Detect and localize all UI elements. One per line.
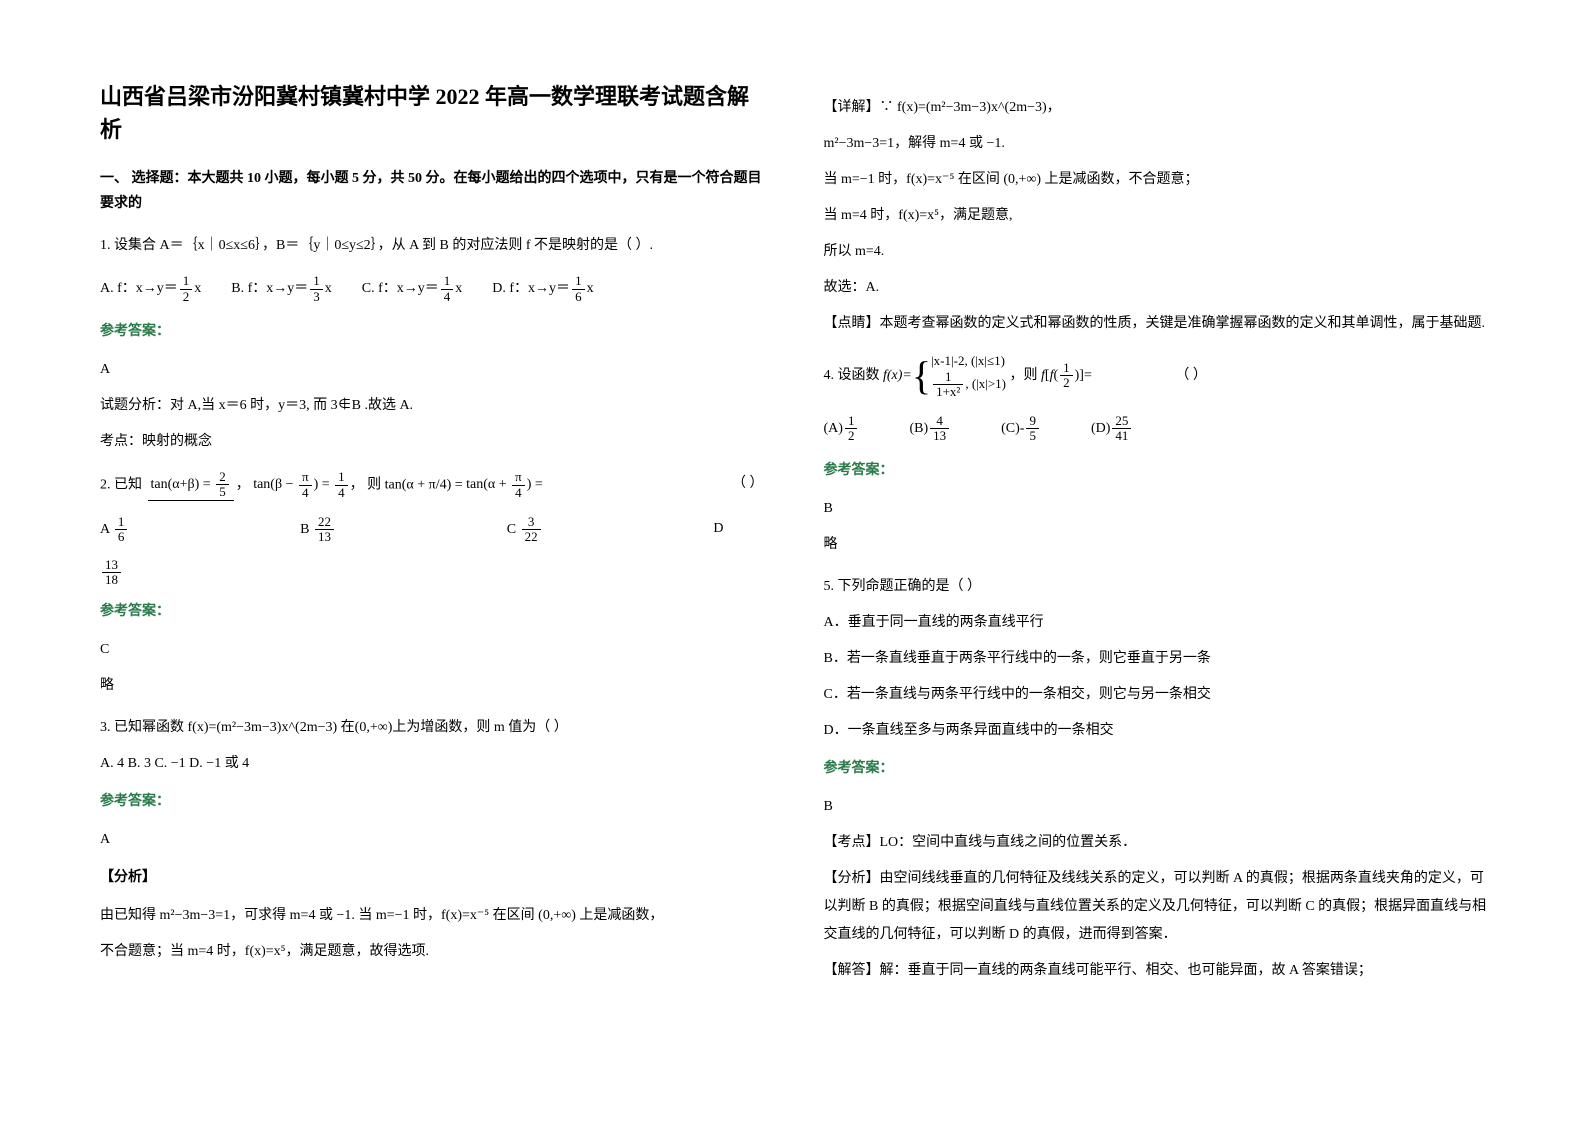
q3-tag2: 【详解】∵ f(x)=(m²−3m−3)x^(2m−3)，: [824, 94, 1488, 122]
q1-analysis2: 考点：映射的概念: [100, 428, 764, 456]
q2-options: A 16 B 2213 C 322 D: [100, 515, 764, 545]
q5-optA: A．垂直于同一直线的两条直线平行: [824, 609, 1488, 637]
q1-stem: 1. 设集合 A＝｛x｜0≤x≤6｝，B＝｛y｜0≤y≤2｝，从 A 到 B 的…: [100, 232, 764, 260]
q3-answer: A: [100, 826, 764, 854]
q2-optD: 1318: [100, 558, 764, 588]
q1-options: A. f：x→y＝12x B. f：x→y＝13x C. f：x→y＝14x D…: [100, 274, 764, 304]
q1-optB: B. f：x→y＝13x: [231, 274, 332, 304]
q2-answer: C: [100, 636, 764, 664]
question-3: 3. 已知幂函数 f(x)=(m²−3m−3)x^(2m−3) 在(0,+∞)上…: [100, 714, 764, 966]
q4-optC: (C)-95: [1001, 414, 1041, 444]
question-4: 4. 设函数 f(x)= { |x-1|-2, (|x|≤1) 11+x², (…: [824, 352, 1488, 559]
q3-tag3: 【点睛】本题考查幂函数的定义式和幂函数的性质，关键是准确掌握幂函数的定义和其单调…: [824, 310, 1488, 338]
q2-optD-label: D: [713, 515, 723, 543]
q3-opts: A. 4 B. 3 C. −1 D. −1 或 4: [100, 750, 764, 778]
q3-line4: 当 m=−1 时，f(x)=x⁻⁵ 在区间 (0,+∞) 上是减函数，不合题意；: [824, 166, 1488, 194]
q2-optA: A 16: [100, 515, 129, 545]
q5-optC: C．若一条直线与两条平行线中的一条相交，则它与另一条相交: [824, 681, 1488, 709]
q3-tag1: 【分析】: [100, 864, 764, 892]
q1-optA: A. f：x→y＝12x: [100, 274, 201, 304]
q5-optB: B．若一条直线垂直于两条平行线中的一条，则它垂直于另一条: [824, 645, 1488, 673]
q2-optC: C 322: [507, 515, 543, 545]
q4-answer: B: [824, 495, 1488, 523]
q5-answer-label: 参考答案：: [824, 755, 1488, 783]
question-5: 5. 下列命题正确的是（ ） A．垂直于同一直线的两条直线平行 B．若一条直线垂…: [824, 573, 1488, 985]
q4-options: (A)12 (B)413 (C)-95 (D)2541: [824, 414, 1488, 444]
q3-answer-label: 参考答案：: [100, 788, 764, 816]
question-3-cont: 【详解】∵ f(x)=(m²−3m−3)x^(2m−3)， m²−3m−3=1，…: [824, 94, 1488, 338]
q5-stem: 5. 下列命题正确的是（ ）: [824, 573, 1488, 601]
q3-line1: 由已知得 m²−3m−3=1，可求得 m=4 或 −1. 当 m=−1 时，f(…: [100, 902, 764, 930]
q3-line7: 故选：A.: [824, 274, 1488, 302]
q2-answer-label: 参考答案：: [100, 598, 764, 626]
q4-optA: (A)12: [824, 414, 860, 444]
page-title: 山西省吕梁市汾阳冀村镇冀村中学 2022 年高一数学理联考试题含解析: [100, 80, 764, 146]
q4-answer-label: 参考答案：: [824, 457, 1488, 485]
q4-stem: 4. 设函数 f(x)= { |x-1|-2, (|x|≤1) 11+x², (…: [824, 352, 1488, 400]
question-1: 1. 设集合 A＝｛x｜0≤x≤6｝，B＝｛y｜0≤y≤2｝，从 A 到 B 的…: [100, 232, 764, 456]
question-2: 2. 已知 tan(α+β) = 25， tan(β − π4) = 14， 则…: [100, 470, 764, 700]
q1-optD: D. f：x→y＝16x: [492, 274, 593, 304]
q5-answer: B: [824, 793, 1488, 821]
q1-answer: A: [100, 356, 764, 384]
q5-tag3: 【解答】解：垂直于同一直线的两条直线可能平行、相交、也可能异面，故 A 答案错误…: [824, 957, 1488, 985]
q5-tag1: 【考点】LO：空间中直线与直线之间的位置关系．: [824, 829, 1488, 857]
q4-note: 略: [824, 531, 1488, 559]
q3-line6: 所以 m=4.: [824, 238, 1488, 266]
q2-stem: 2. 已知 tan(α+β) = 25， tan(β − π4) = 14， 则…: [100, 470, 764, 501]
q3-line3: m²−3m−3=1，解得 m=4 或 −1.: [824, 130, 1488, 158]
q4-optB: (B)413: [909, 414, 951, 444]
q1-analysis1: 试题分析：对 A,当 x＝6 时，y＝3, 而 3∉B .故选 A.: [100, 392, 764, 420]
section-intro: 一、 选择题：本大题共 10 小题，每小题 5 分，共 50 分。在每小题给出的…: [100, 166, 764, 216]
q5-tag2: 【分析】由空间线线垂直的几何特征及线线关系的定义，可以判断 A 的真假；根据两条…: [824, 865, 1488, 949]
q4-optD: (D)2541: [1091, 414, 1133, 444]
q2-note: 略: [100, 672, 764, 700]
q5-optD: D．一条直线至多与两条异面直线中的一条相交: [824, 717, 1488, 745]
q3-line5: 当 m=4 时，f(x)=x⁵，满足题意,: [824, 202, 1488, 230]
q3-stem: 3. 已知幂函数 f(x)=(m²−3m−3)x^(2m−3) 在(0,+∞)上…: [100, 714, 764, 742]
q1-optC: C. f：x→y＝14x: [362, 274, 463, 304]
q1-answer-label: 参考答案：: [100, 318, 764, 346]
q3-line2: 不合题意；当 m=4 时，f(x)=x⁵，满足题意，故得选项.: [100, 938, 764, 966]
q2-optB: B 2213: [300, 515, 336, 545]
